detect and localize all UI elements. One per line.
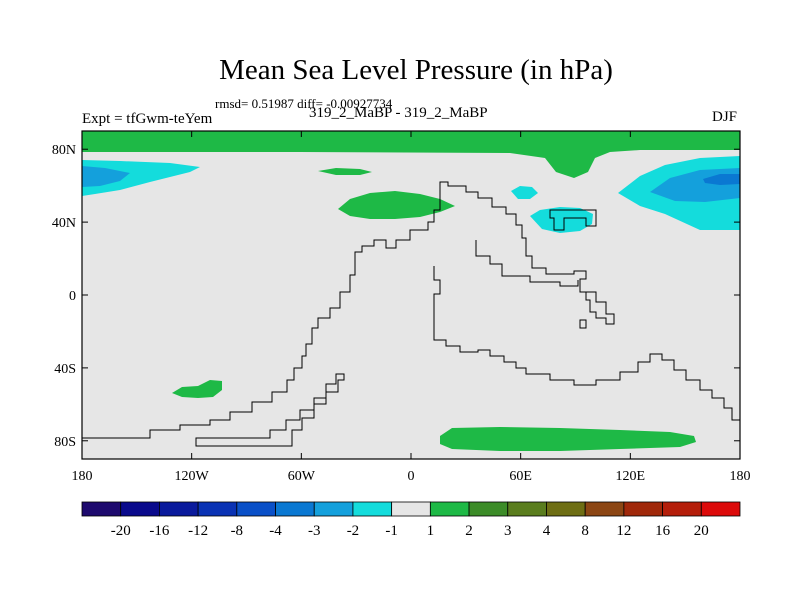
field-spac-green	[172, 380, 222, 398]
colorbar: -20 -16 -12 -8 -4 -3 -2 -1 1 2 3 4 8 12 16 20	[81, 501, 741, 539]
season-label: DJF	[712, 109, 738, 125]
colorbar-swatch-12	[546, 501, 586, 517]
coastline-asia-block	[549, 209, 597, 231]
colorbar-swatch-8	[391, 501, 431, 517]
coastline-main	[82, 181, 615, 439]
coastline-south-peninsula	[195, 373, 345, 447]
colorbar-label-4: -4	[269, 523, 282, 539]
x-tick-label-1: 120W	[175, 469, 210, 484]
colorbar-label-13: 12	[616, 523, 631, 539]
y-tick-label-2: 0	[69, 289, 76, 304]
field-southern-ocean-green	[440, 427, 696, 451]
colorbar-label-15: 20	[694, 523, 709, 539]
colorbar-label-14: 16	[655, 523, 671, 539]
y-tick-label-0: 80N	[52, 143, 76, 158]
colorbar-label-5: -3	[308, 523, 321, 539]
colorbar-swatch-13	[584, 501, 625, 517]
colorbar-swatch-15	[662, 501, 702, 517]
field-npac-west-core	[82, 166, 130, 187]
stats-line: rmsd= 0.51987 diff= -0.00927734	[215, 96, 393, 111]
paleo-coastlines	[82, 181, 740, 447]
coastline-east-arm	[475, 240, 579, 287]
colorbar-label-0: -20	[111, 523, 131, 539]
colorbar-swatch-3	[197, 501, 238, 517]
field-arctic-green	[82, 131, 740, 178]
x-tick-label-5: 120E	[616, 469, 646, 484]
chart-title: Mean Sea Level Pressure (in hPa)	[219, 54, 613, 86]
coastline-island	[579, 319, 587, 329]
colorbar-swatch-16	[700, 501, 741, 517]
experiment-label: Expt = tfGwm-teYem	[82, 111, 213, 127]
colorbar-swatch-5	[275, 501, 315, 517]
colorbar-swatch-7	[352, 501, 393, 517]
colorbar-label-11: 4	[543, 523, 551, 539]
axis-ticks: 180 120W 60W 0 60E 120E 180 80N 40N 0 40S 80S	[52, 131, 751, 484]
field-natl-green	[338, 191, 455, 219]
colorbar-swatch-14	[623, 501, 663, 517]
colorbar-swatch-11	[507, 501, 547, 517]
colorbar-swatch-1	[120, 501, 160, 517]
colorbar-label-9: 2	[465, 523, 473, 539]
colorbar-label-7: -1	[385, 523, 398, 539]
anomaly-fields	[82, 131, 740, 451]
y-tick-label-1: 40N	[52, 216, 76, 231]
colorbar-label-3: -8	[231, 523, 244, 539]
x-tick-label-0: 180	[72, 469, 93, 484]
colorbar-swatch-10	[468, 501, 509, 517]
field-arctic-green-strip	[318, 168, 372, 175]
y-tick-label-4: 80S	[54, 435, 76, 450]
colorbar-swatch-0	[81, 501, 122, 517]
colorbar-label-10: 3	[504, 523, 512, 539]
colorbar-swatch-4	[236, 501, 276, 517]
subtitle: 319_2_MaBP - 319_2_MaBP	[309, 105, 488, 121]
y-tick-label-3: 40S	[54, 362, 76, 377]
field-casia-cyan	[530, 207, 593, 233]
colorbar-swatch-2	[159, 501, 199, 517]
colorbar-label-1: -16	[149, 523, 169, 539]
colorbar-swatch-6	[313, 501, 354, 517]
x-tick-label-3: 0	[408, 469, 415, 484]
field-npac-east-deep	[703, 174, 740, 185]
field-casia-small-cyan	[511, 186, 538, 199]
colorbar-swatch-9	[429, 501, 470, 517]
coastline-south-margin	[433, 266, 740, 421]
x-tick-label-2: 60W	[288, 469, 316, 484]
colorbar-label-8: 1	[427, 523, 435, 539]
field-npac-west-cyan	[82, 160, 200, 196]
x-tick-label-6: 180	[730, 469, 751, 484]
colorbar-label-12: 8	[581, 523, 589, 539]
colorbar-label-6: -2	[347, 523, 360, 539]
x-tick-label-4: 60E	[509, 469, 532, 484]
colorbar-label-2: -12	[188, 523, 208, 539]
